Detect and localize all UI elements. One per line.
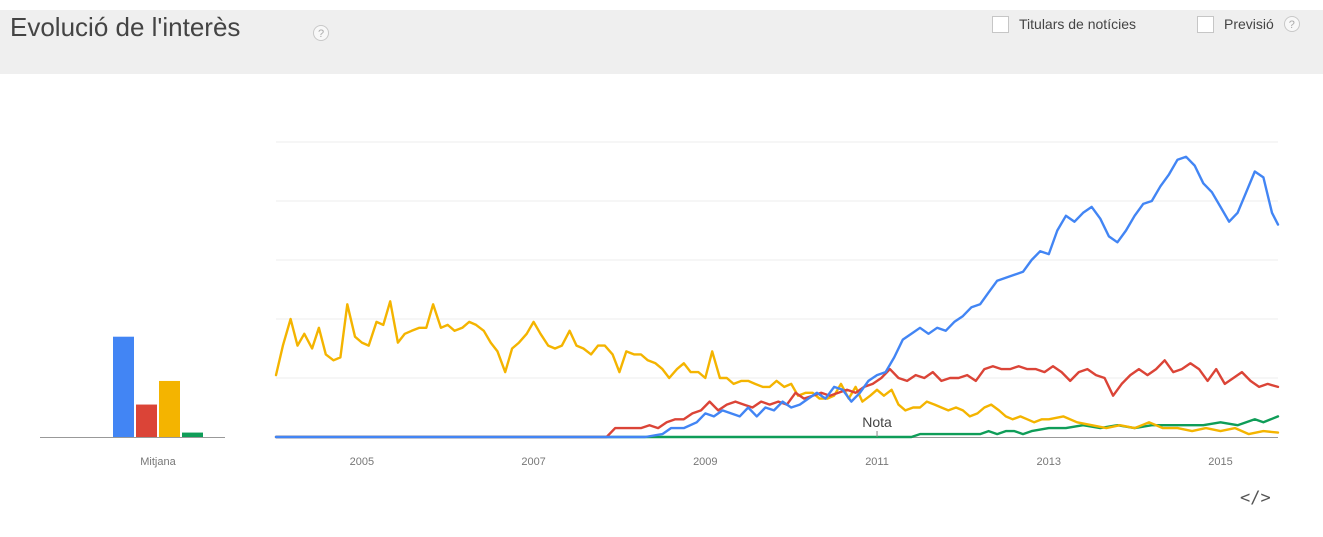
average-bar [182, 432, 203, 437]
x-tick-label: 2013 [1037, 456, 1061, 468]
x-tick-label: 2015 [1208, 456, 1232, 468]
annotation-label: Nota [862, 414, 892, 430]
chart-svg: Mitjana 2005 2007 2009 2011 2013 2015 Nota [40, 141, 1280, 468]
chart-title: Evolució de l'interès [10, 12, 241, 42]
forecast-label: Previsió [1224, 16, 1274, 32]
x-tick-label: 2005 [350, 456, 374, 468]
embed-code-icon[interactable]: </> [1240, 488, 1271, 508]
series-lines [274, 155, 1280, 439]
average-bars [113, 336, 203, 437]
chart-header: Evolució de l'interès ? Titulars de notí… [0, 10, 1323, 74]
forecast-option[interactable]: Previsió ? [1197, 14, 1300, 34]
headlines-option[interactable]: Titulars de notícies [992, 14, 1136, 34]
title-help-icon[interactable]: ? [313, 25, 329, 41]
series-line [274, 415, 1280, 439]
x-tick-label: 2009 [693, 456, 717, 468]
series-line [274, 155, 1280, 439]
interest-over-time-chart: Mitjana 2005 2007 2009 2011 2013 2015 Nota [0, 74, 1323, 532]
x-tick-labels: Mitjana 2005 2007 2009 2011 2013 2015 [140, 456, 1232, 468]
forecast-checkbox[interactable] [1197, 15, 1214, 33]
gridlines [276, 141, 1278, 379]
average-bar [113, 336, 134, 437]
annotations: Nota [862, 414, 892, 437]
x-tick-label: 2007 [521, 456, 545, 468]
headlines-checkbox[interactable] [992, 15, 1009, 33]
series-line [274, 300, 1280, 436]
average-bar [159, 380, 180, 437]
series-line [274, 359, 1280, 439]
average-category-label: Mitjana [140, 456, 176, 468]
headlines-label: Titulars de notícies [1019, 16, 1136, 32]
x-tick-label: 2011 [865, 456, 889, 468]
average-bar [136, 404, 157, 437]
forecast-help-icon[interactable]: ? [1283, 16, 1300, 32]
